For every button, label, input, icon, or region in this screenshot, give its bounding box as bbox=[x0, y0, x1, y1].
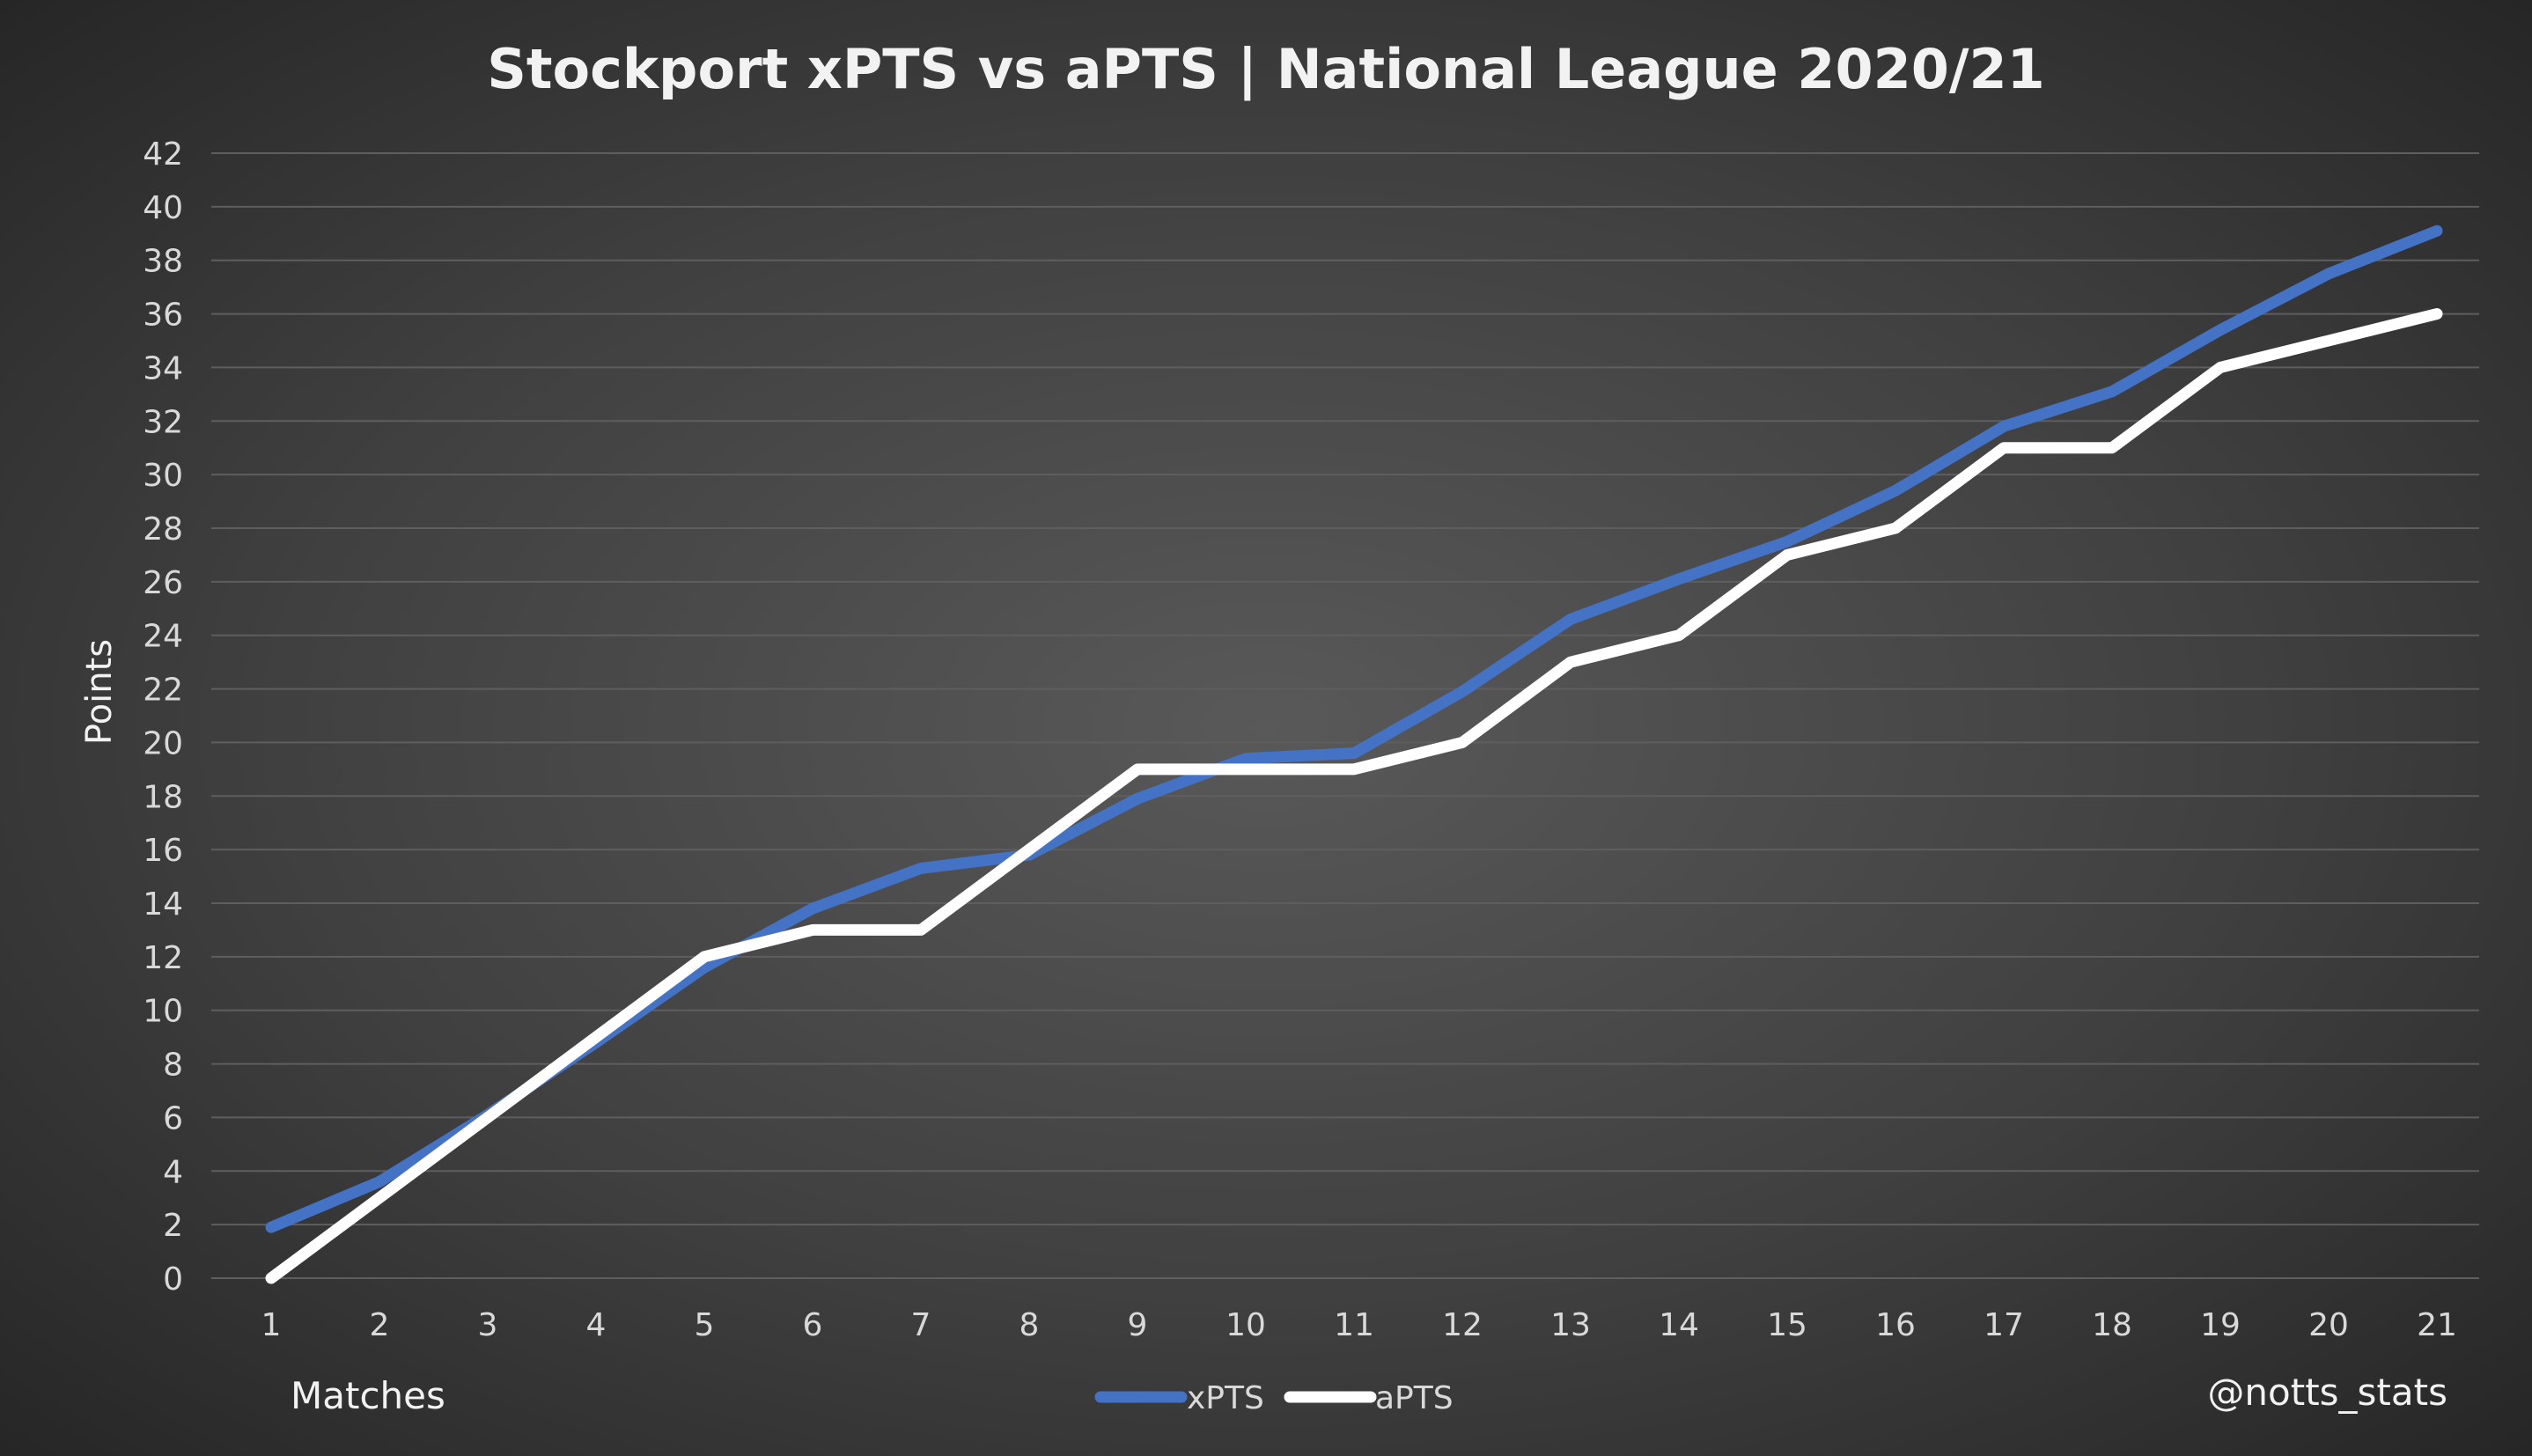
y-tick-label: 34 bbox=[143, 350, 183, 386]
x-axis-label: Matches bbox=[291, 1374, 445, 1417]
y-tick-label: 4 bbox=[163, 1154, 183, 1190]
x-tick-label: 8 bbox=[1019, 1307, 1040, 1343]
x-tick-label: 1 bbox=[261, 1307, 282, 1343]
y-tick-label: 16 bbox=[143, 833, 183, 869]
gridlines bbox=[211, 152, 2479, 1279]
x-tick-label: 2 bbox=[370, 1307, 390, 1343]
y-tick-label: 42 bbox=[143, 136, 183, 173]
y-tick-label: 26 bbox=[143, 565, 183, 601]
y-tick-label: 38 bbox=[143, 244, 183, 280]
x-tick-label: 9 bbox=[1128, 1307, 1148, 1343]
series-line-apts bbox=[265, 308, 2443, 1284]
x-tick-label: 17 bbox=[1984, 1307, 2024, 1343]
x-axis-ticks: 1 2 3 4 5 6 7 8 9 10 11 12 13 14 15 16 17 18 19 20 21 bbox=[261, 1307, 2457, 1343]
y-tick-label: 2 bbox=[163, 1208, 183, 1244]
y-tick-label: 12 bbox=[143, 940, 183, 976]
y-tick-label: 24 bbox=[143, 619, 183, 655]
series-line-xpts bbox=[265, 224, 2443, 1233]
x-tick-label: 6 bbox=[803, 1307, 823, 1343]
x-tick-label: 5 bbox=[695, 1307, 715, 1343]
x-tick-label: 3 bbox=[478, 1307, 498, 1343]
x-tick-label: 19 bbox=[2200, 1307, 2241, 1343]
chart-title: Stockport xPTS vs aPTS | National League… bbox=[487, 37, 2045, 102]
y-tick-label: 36 bbox=[143, 298, 183, 334]
y-tick-label: 22 bbox=[143, 673, 183, 709]
x-tick-label: 10 bbox=[1226, 1307, 1266, 1343]
y-axis-label: Points bbox=[79, 639, 120, 745]
y-tick-label: 28 bbox=[143, 511, 183, 548]
x-tick-label: 4 bbox=[586, 1307, 607, 1343]
y-tick-label: 20 bbox=[143, 725, 183, 761]
y-tick-label: 14 bbox=[143, 886, 183, 923]
y-tick-label: 10 bbox=[143, 994, 183, 1030]
x-tick-label: 15 bbox=[1767, 1307, 1807, 1343]
legend: xPTS aPTS bbox=[1094, 1380, 1454, 1416]
x-tick-label: 7 bbox=[911, 1307, 931, 1343]
x-tick-label: 21 bbox=[2417, 1307, 2457, 1343]
y-tick-label: 18 bbox=[143, 779, 183, 815]
legend-label-xpts: xPTS bbox=[1187, 1380, 1264, 1416]
x-tick-label: 18 bbox=[2092, 1307, 2132, 1343]
legend-label-apts: aPTS bbox=[1375, 1380, 1454, 1416]
x-tick-label: 20 bbox=[2308, 1307, 2349, 1343]
y-tick-label: 6 bbox=[163, 1100, 183, 1136]
y-tick-label: 30 bbox=[143, 458, 183, 494]
x-tick-label: 12 bbox=[1442, 1307, 1483, 1343]
y-tick-label: 32 bbox=[143, 404, 183, 440]
x-tick-label: 14 bbox=[1659, 1307, 1699, 1343]
y-tick-label: 40 bbox=[143, 190, 183, 226]
watermark: @notts_stats bbox=[2207, 1371, 2447, 1414]
y-tick-label: 8 bbox=[163, 1048, 183, 1084]
x-tick-label: 13 bbox=[1550, 1307, 1591, 1343]
y-tick-label: 0 bbox=[163, 1261, 183, 1298]
x-tick-label: 11 bbox=[1334, 1307, 1374, 1343]
series-lines bbox=[265, 224, 2443, 1284]
x-tick-label: 16 bbox=[1875, 1307, 1916, 1343]
